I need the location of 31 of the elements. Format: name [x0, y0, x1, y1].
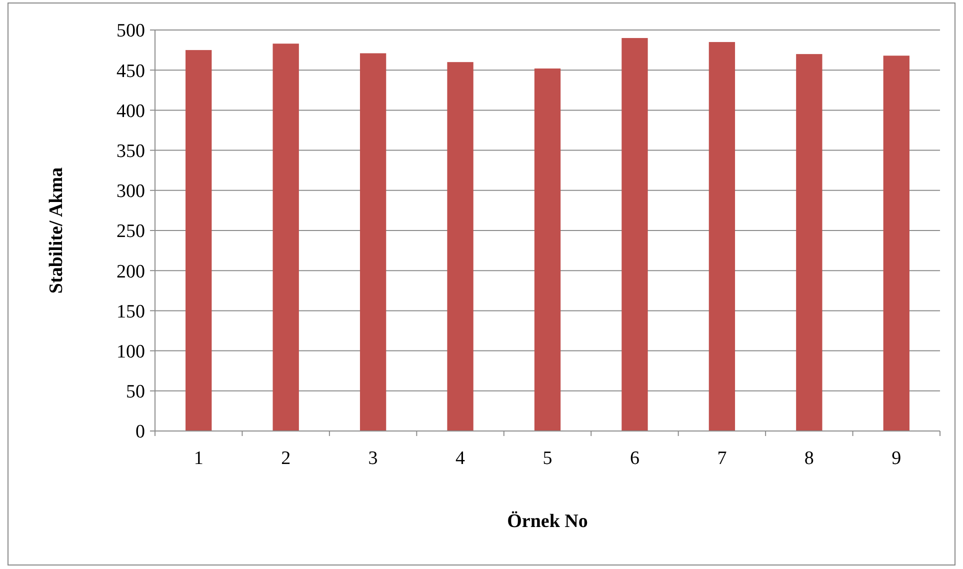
y-tick-label: 450: [116, 60, 145, 82]
y-tick-label: 0: [136, 422, 145, 443]
y-tick-label: 200: [116, 261, 145, 282]
y-tick-label: 250: [116, 221, 145, 242]
bar: [883, 56, 910, 431]
bar: [272, 44, 299, 431]
y-tick-label: 150: [116, 301, 145, 322]
y-tick-label: 300: [116, 181, 145, 202]
bar: [796, 54, 822, 431]
x-tick-label: 8: [804, 448, 814, 469]
y-axis-title: Stabilite/ Akma: [46, 166, 67, 294]
bar: [186, 50, 212, 431]
bar: [708, 42, 736, 431]
x-tick-label: 3: [368, 448, 378, 469]
x-tick-label: 6: [630, 448, 640, 469]
bar: [534, 68, 561, 431]
y-tick-label: 50: [126, 382, 145, 403]
bar: [447, 62, 474, 431]
bar: [360, 53, 386, 431]
x-axis-title: Örnek No: [507, 511, 588, 532]
y-tick-label: 100: [116, 341, 145, 362]
x-tick-label: 4: [456, 448, 466, 469]
x-tick-label: 9: [892, 448, 902, 469]
x-tick-label: 7: [717, 448, 727, 469]
x-tick-label: 2: [281, 448, 291, 469]
x-tick-label: 5: [542, 448, 552, 469]
y-tick-label: 350: [116, 140, 145, 162]
y-tick-label: 400: [116, 100, 145, 122]
y-tick-label: 500: [116, 20, 145, 42]
x-tick-label: 1: [194, 448, 204, 469]
bar: [622, 38, 648, 431]
